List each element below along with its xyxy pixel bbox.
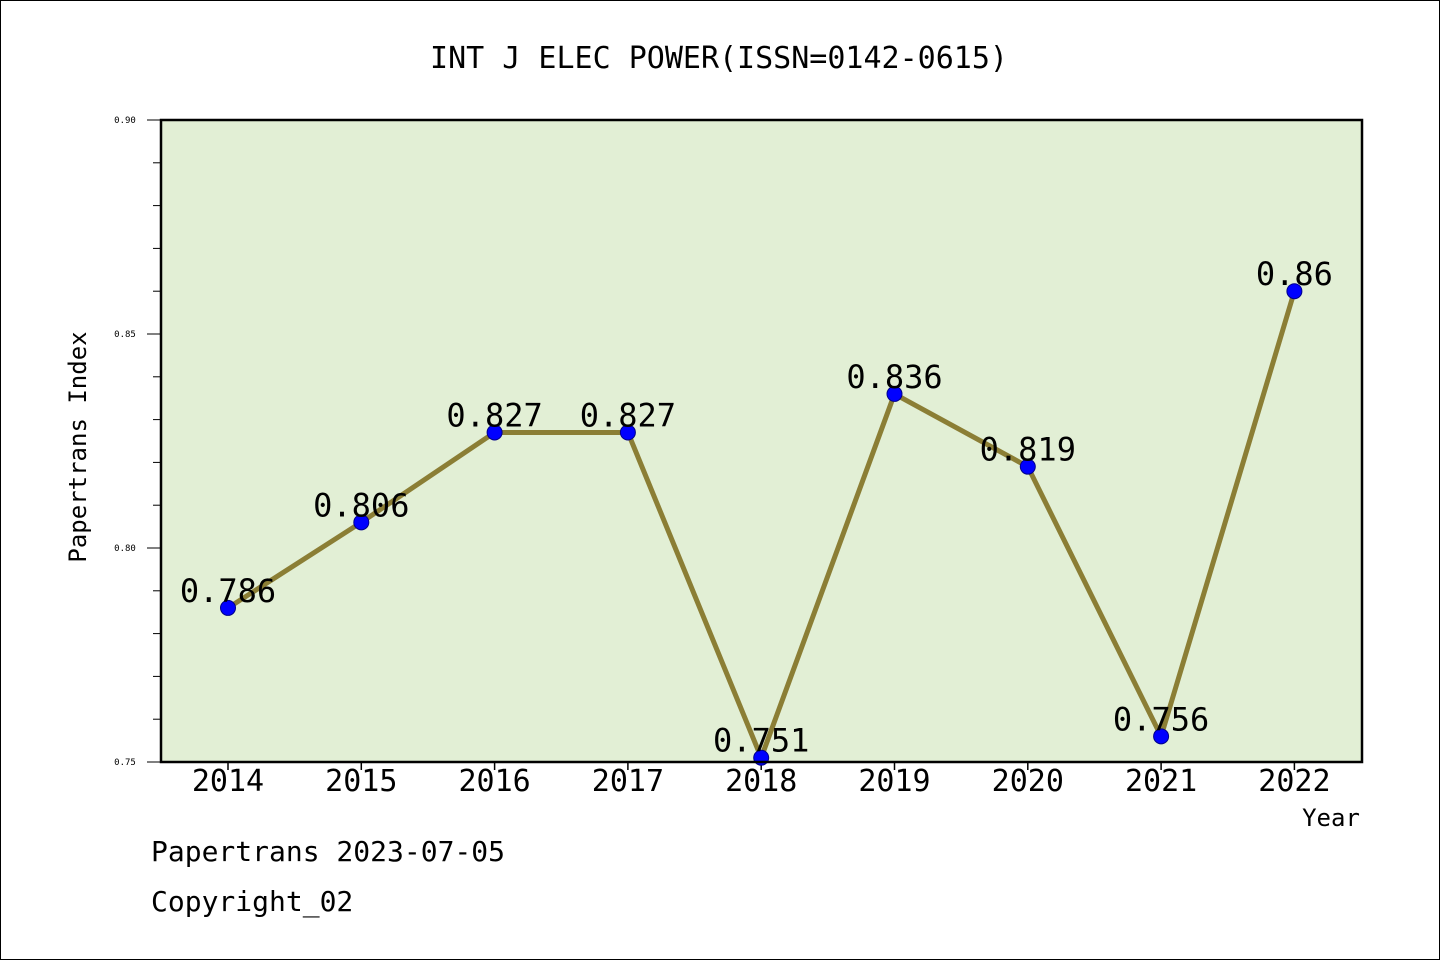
data-point	[1153, 728, 1170, 745]
data-point	[619, 424, 636, 441]
y-tick-label: 0.85	[114, 330, 136, 340]
footer-date: Papertrans 2023-07-05	[151, 835, 506, 868]
data-point	[1019, 458, 1036, 475]
data-point	[220, 599, 236, 616]
x-tick-label: 2022	[1258, 764, 1330, 799]
footer-copyright: Copyright_02	[151, 885, 354, 918]
data-point	[353, 514, 370, 531]
y-tick-label: 0.75	[114, 758, 136, 768]
x-tick-label: 2020	[992, 764, 1064, 799]
plot-border	[159, 118, 1364, 764]
y-tick-label: 0.90	[114, 116, 136, 126]
data-label: 0.756	[1113, 700, 1209, 738]
x-tick-label: 2015	[325, 764, 397, 799]
x-tick-label: 2016	[458, 764, 530, 799]
data-point	[486, 424, 503, 441]
data-label: 0.806	[313, 486, 409, 524]
y-tick-label: 0.80	[114, 544, 136, 554]
x-tick-label: 2014	[192, 764, 264, 799]
data-label: 0.827	[446, 396, 542, 434]
plot-area	[161, 120, 1362, 762]
x-tick-label: 2019	[858, 764, 930, 799]
x-tick-label: 2021	[1125, 764, 1197, 799]
data-label: 0.819	[980, 431, 1076, 469]
data-point	[1286, 283, 1303, 300]
data-label: 0.751	[713, 722, 809, 760]
data-point	[886, 385, 903, 402]
data-label: 0.827	[580, 396, 676, 434]
chart-title: INT J ELEC POWER(ISSN=0142-0615)	[430, 41, 1008, 76]
x-tick-label: 2017	[592, 764, 664, 799]
x-tick-label: 2018	[725, 764, 797, 799]
x-axis-label: Year	[1302, 804, 1360, 832]
y-axis-label: Papertrans Index	[64, 331, 92, 562]
data-label: 0.836	[846, 358, 942, 396]
data-label: 0.86	[1256, 255, 1333, 293]
data-label: 0.786	[180, 572, 276, 610]
